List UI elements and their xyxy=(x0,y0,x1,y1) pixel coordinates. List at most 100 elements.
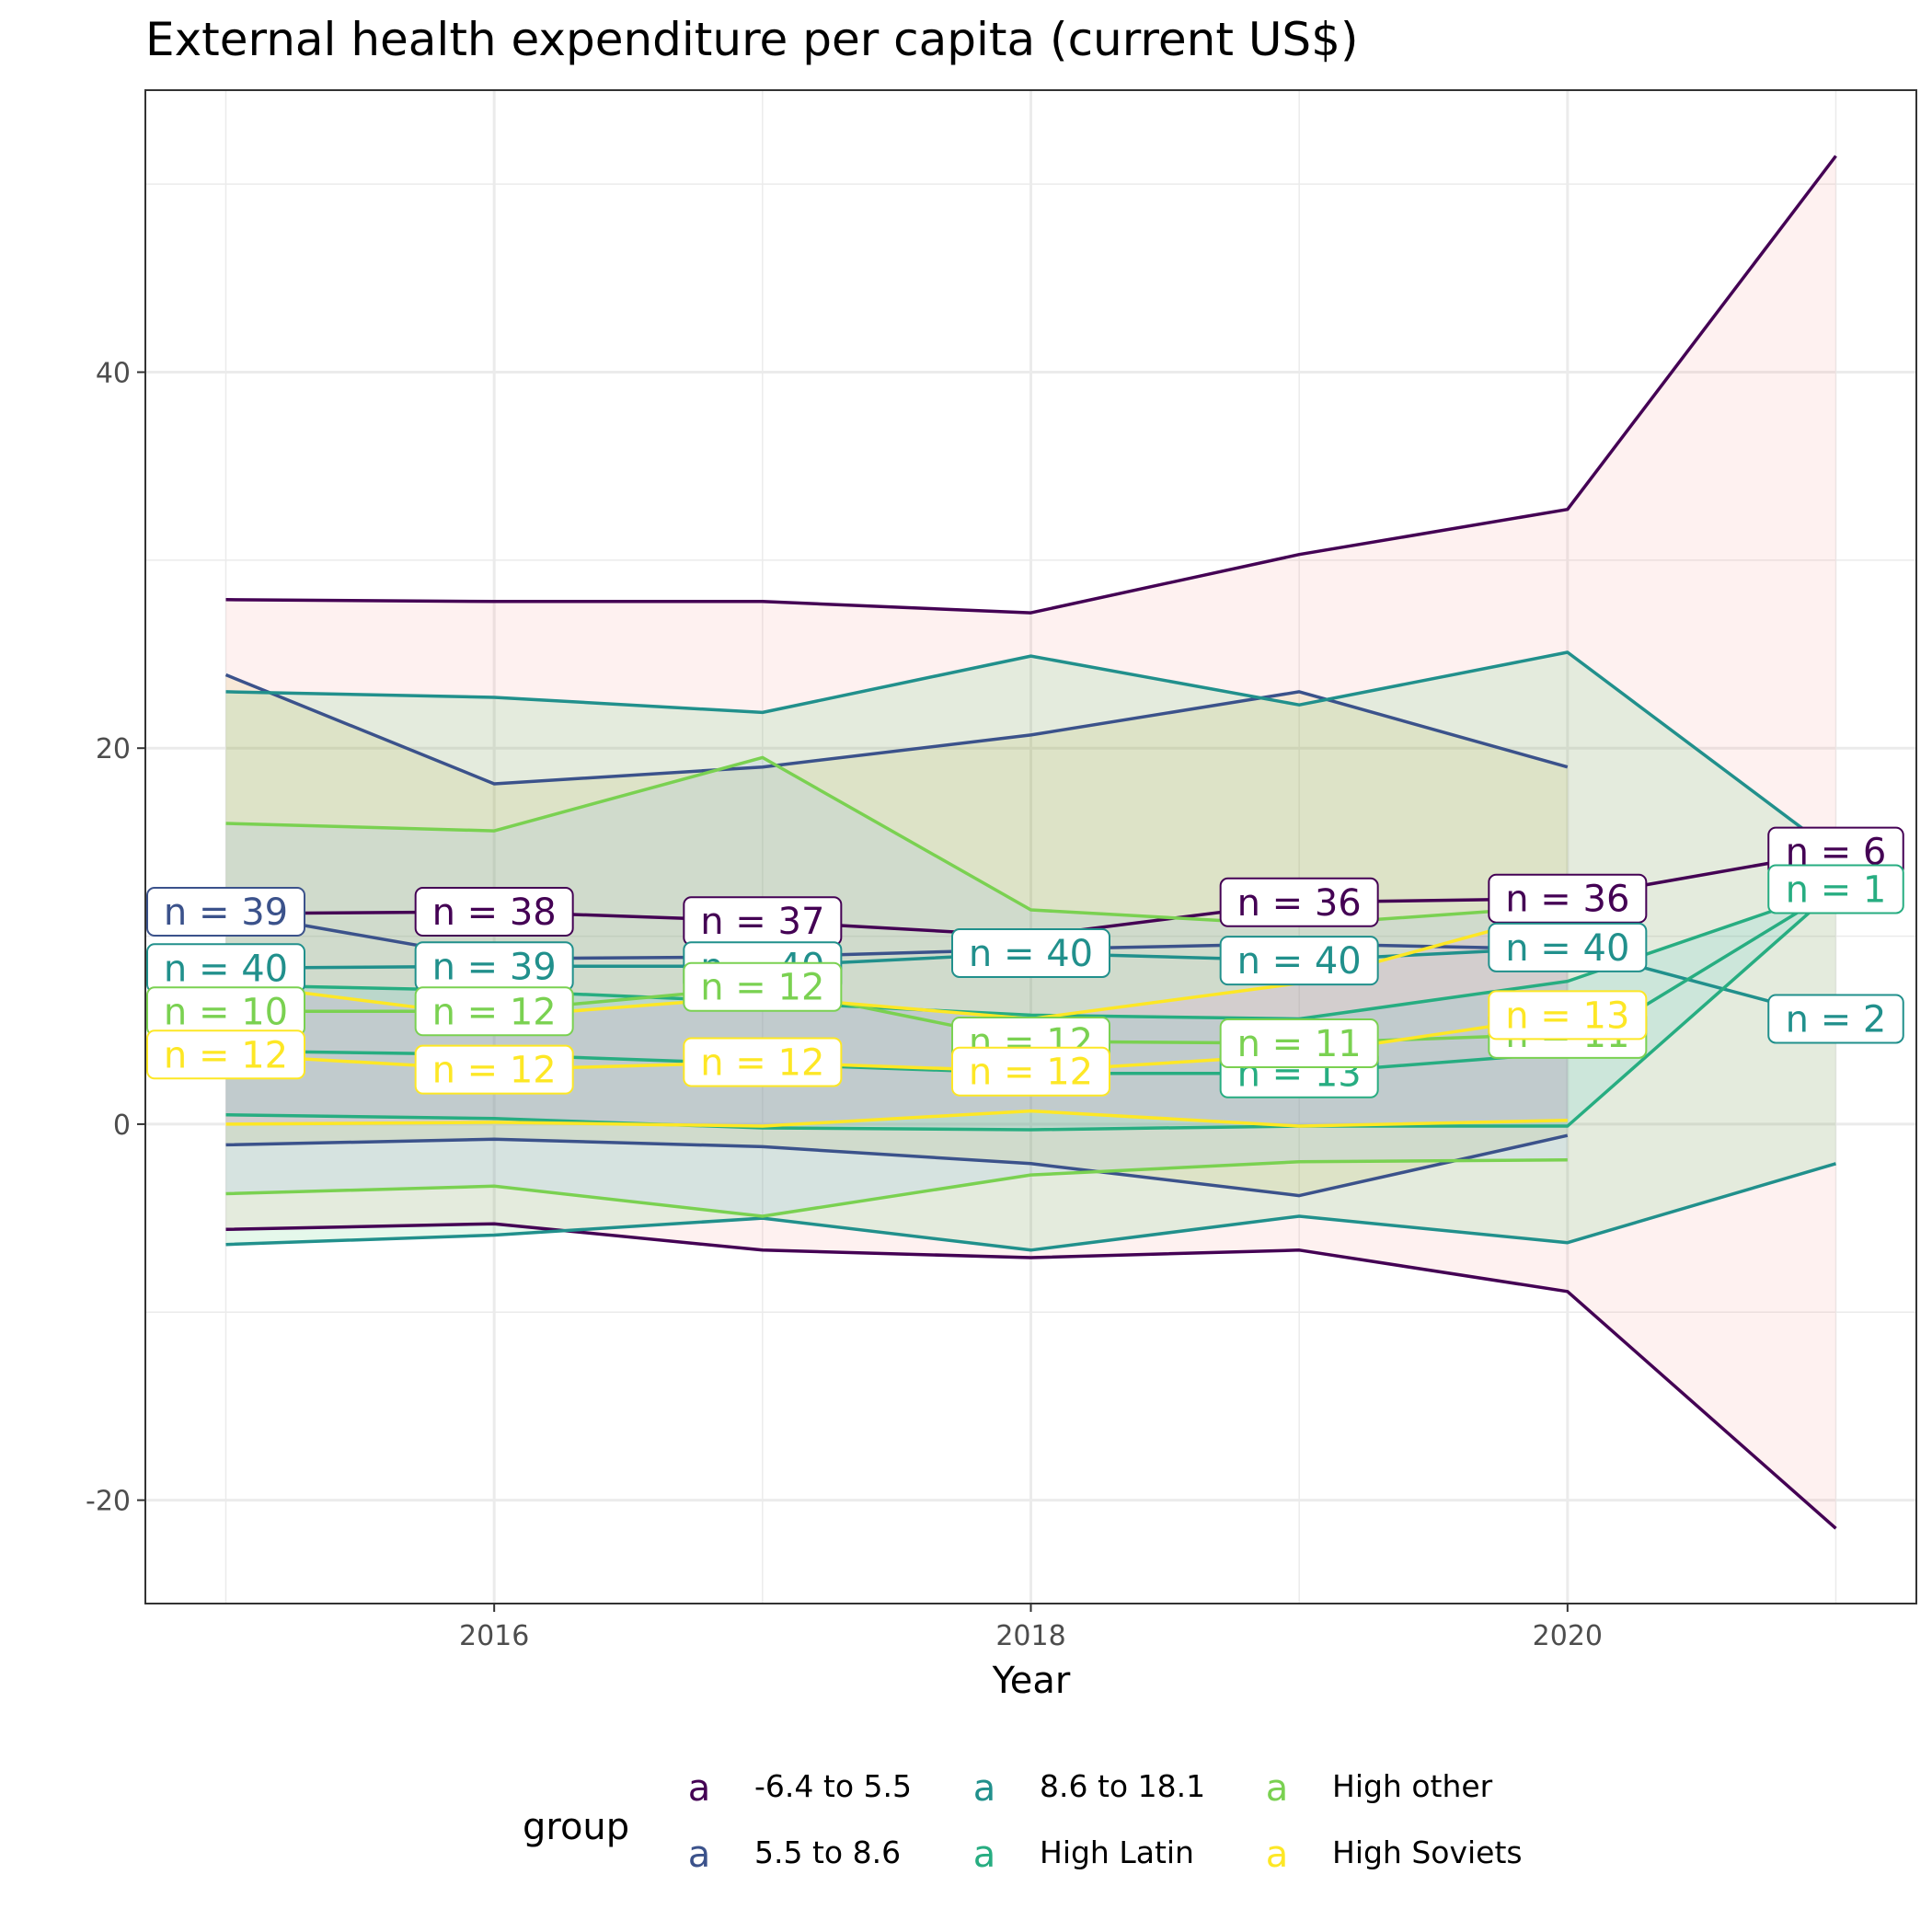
legend-key: a xyxy=(973,1767,996,1810)
line-lower--6-4-to-5-5 xyxy=(225,1222,1837,1530)
count-label-box xyxy=(1488,873,1648,924)
count-label-text: n = 12 xyxy=(432,1050,557,1092)
count-label-high-latin: n = 1 xyxy=(1767,864,1904,914)
count-label-box xyxy=(951,927,1110,978)
line-lower-high-soviets xyxy=(225,1109,1568,1128)
count-label-text: n = 36 xyxy=(1505,879,1629,921)
count-label-box xyxy=(1488,990,1648,1041)
count-label-high-other: n = 10 xyxy=(146,986,305,1037)
y-tick-label: 0 xyxy=(113,1110,131,1142)
count-label-5-5-to-8-6: n = 39 xyxy=(146,887,305,937)
legend-label: 5.5 to 8.6 xyxy=(754,1834,901,1870)
count-label-text: n = 10 xyxy=(164,991,288,1033)
y-tick-label: 20 xyxy=(96,733,131,765)
count-label-high-soviets: n = 13 xyxy=(1488,990,1648,1041)
axis-layer: 2016 2018 2020 -20 0 20 40 xyxy=(86,358,1603,1652)
count-label-8-6-to-18-1: n = 40 xyxy=(1219,936,1379,986)
ribbon--6-4-to-5-5 xyxy=(225,155,1836,1529)
count-label-8-6-to-18-1: n = 2 xyxy=(1767,994,1904,1044)
legend-key: a xyxy=(688,1834,711,1876)
count-label-high-other: n = 11 xyxy=(1219,1018,1379,1069)
count-label-text: n = 40 xyxy=(969,933,1093,975)
count-label-text: n = 40 xyxy=(164,948,288,990)
count-label-box xyxy=(683,961,843,1012)
legend-label: 8.6 to 18.1 xyxy=(1040,1768,1205,1804)
legend-key: a xyxy=(1266,1767,1289,1810)
legend-key: a xyxy=(688,1767,711,1810)
line-lower-high-latin xyxy=(225,888,1837,1132)
count-label-high-soviets: n = 12 xyxy=(951,1046,1110,1097)
count-label-text: n = 12 xyxy=(969,1052,1093,1094)
count-label-box xyxy=(1488,922,1648,972)
x-tick-label: 2016 xyxy=(459,1620,529,1652)
legend-item: a 5.5 to 8.6 xyxy=(688,1834,901,1876)
line-upper-8-6-to-18-1 xyxy=(225,650,1837,856)
count-label-8-6-to-18-1: n = 40 xyxy=(1488,922,1648,972)
count-label-box xyxy=(1219,936,1379,986)
count-label-text: n = 37 xyxy=(700,901,824,943)
count-label-box xyxy=(414,887,574,937)
count-label-text: n = 38 xyxy=(432,891,557,934)
count-label-box xyxy=(146,1029,305,1080)
x-tick-label: 2020 xyxy=(1533,1620,1603,1652)
x-axis-title: Year xyxy=(992,1660,1071,1702)
count-label-text: n = 40 xyxy=(1505,927,1629,970)
ribbon-high-latin xyxy=(225,889,1836,1130)
legend-key: a xyxy=(1266,1834,1289,1876)
legend-item: a High Soviets xyxy=(1266,1834,1523,1876)
count-label-text: n = 40 xyxy=(1237,940,1362,983)
legend-item: a -6.4 to 5.5 xyxy=(688,1767,912,1810)
legend-item: a High other xyxy=(1266,1767,1493,1810)
legend: group a -6.4 to 5.5 a 8.6 to 18.1 a High other… xyxy=(523,1767,1523,1876)
count-label--6-4-to-5-5: n = 37 xyxy=(683,896,843,947)
legend-item: a 8.6 to 18.1 xyxy=(973,1767,1205,1810)
count-label-box xyxy=(414,986,574,1037)
count-label-high-soviets: n = 12 xyxy=(146,1029,305,1080)
line-upper--6-4-to-5-5 xyxy=(225,155,1837,615)
count-label-text: n = 12 xyxy=(700,1041,824,1084)
count-label-text: n = 39 xyxy=(432,946,557,988)
legend-label: -6.4 to 5.5 xyxy=(754,1768,912,1804)
count-label-box xyxy=(683,1037,843,1087)
count-label-high-soviets: n = 12 xyxy=(414,1044,574,1095)
count-label-text: n = 13 xyxy=(1505,995,1629,1037)
count-label-8-6-to-18-1: n = 39 xyxy=(414,941,574,992)
count-label--6-4-to-5-5: n = 38 xyxy=(414,887,574,937)
count-label-box xyxy=(414,1044,574,1095)
line-lower-high-other xyxy=(225,1157,1568,1218)
count-label-high-soviets: n = 12 xyxy=(683,1037,843,1087)
count-label-text: n = 11 xyxy=(1237,1023,1362,1065)
line-lower-8-6-to-18-1 xyxy=(225,1162,1836,1252)
count-label--6-4-to-5-5: n = 36 xyxy=(1488,873,1648,924)
grid-layer xyxy=(145,90,1916,1604)
count-label--6-4-to-5-5: n = 36 xyxy=(1219,877,1379,927)
legend-label: High Latin xyxy=(1040,1834,1194,1870)
line-upper-5-5-to-8-6 xyxy=(224,673,1569,786)
legend-label: High Soviets xyxy=(1332,1834,1523,1870)
count-label-8-6-to-18-1: n = 40 xyxy=(951,927,1110,978)
count-label-text: n = 36 xyxy=(1237,882,1362,925)
y-tick-label: 40 xyxy=(96,358,131,390)
legend-title: group xyxy=(523,1806,629,1848)
legend-key: a xyxy=(973,1834,996,1876)
count-label-text: n = 1 xyxy=(1786,868,1887,911)
line-lower-5-5-to-8-6 xyxy=(225,1133,1569,1198)
count-label-layer: n = 38 n = 37 n = 36 n = 36n = 6n = 39n = 4… xyxy=(146,826,1904,1098)
count-label-text: n = 12 xyxy=(164,1034,288,1076)
count-label-8-6-to-18-1: n = 40 xyxy=(146,943,305,994)
count-label-text: n = 39 xyxy=(164,891,288,934)
count-label-box xyxy=(1767,994,1904,1044)
count-label-box xyxy=(146,887,305,937)
x-tick-label: 2018 xyxy=(995,1620,1065,1652)
count-label-text: n = 2 xyxy=(1786,998,1887,1041)
y-tick-label: -20 xyxy=(86,1486,131,1518)
legend-item: a High Latin xyxy=(973,1834,1194,1876)
chart-title: External health expenditure per capita (… xyxy=(145,13,1358,66)
count-label-text: n = 12 xyxy=(700,967,824,1009)
count-label-box xyxy=(1219,1018,1379,1069)
count-label-high-other: n = 12 xyxy=(683,961,843,1012)
count-label-box xyxy=(1767,864,1904,914)
count-label-box xyxy=(1219,877,1379,927)
ribbon-high-other xyxy=(225,757,1568,1216)
